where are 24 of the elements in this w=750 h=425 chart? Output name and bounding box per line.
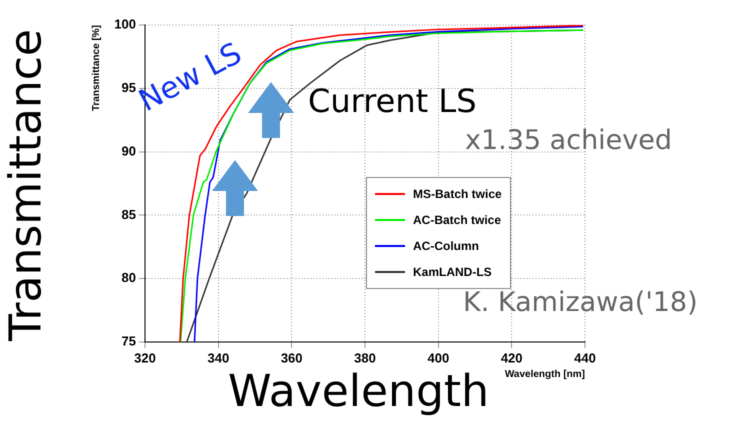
x-tick-label: 380 — [354, 350, 376, 366]
legend-label: AC-Batch twice — [412, 212, 502, 229]
y-tick-label: 90 — [122, 143, 136, 158]
y-tick-label: 100 — [114, 16, 136, 32]
legend-label: MS-Batch twice — [412, 186, 502, 203]
legend-label: KamLAND-LS — [412, 264, 493, 281]
x-tick-label: 340 — [207, 350, 230, 366]
annotation: Current LS — [308, 82, 476, 120]
x-tick-label: 440 — [574, 350, 596, 366]
x-tick-label: 420 — [500, 350, 523, 366]
x-tick-label: 400 — [427, 350, 450, 366]
legend-label: AC-Column — [412, 238, 480, 255]
x-tick-label: 360 — [280, 350, 303, 366]
y-tick-label: 75 — [122, 334, 136, 349]
y-axis-title: Transmittance [%] — [90, 25, 102, 112]
text: Transmittance — [0, 29, 52, 341]
text: Wavelength — [228, 366, 490, 417]
annotation: K. Kamizawa('18) — [463, 287, 698, 318]
y-tick-label: 95 — [122, 80, 136, 95]
y-tick-label: 80 — [122, 270, 136, 286]
annotation: x1.35 achieved — [465, 125, 672, 156]
y-tick-label: 85 — [122, 206, 136, 222]
x-axis-title: Wavelength [nm] — [504, 368, 585, 380]
x-tick-label: 320 — [134, 350, 156, 366]
